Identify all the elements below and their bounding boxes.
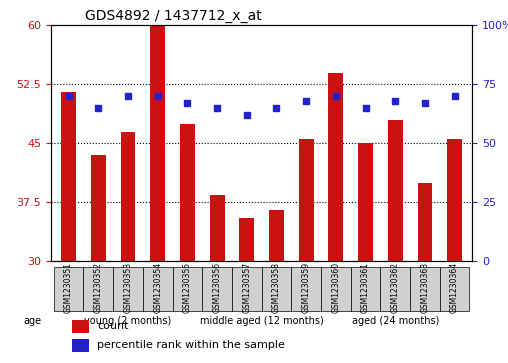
FancyBboxPatch shape: [202, 266, 232, 311]
FancyBboxPatch shape: [351, 266, 380, 311]
Bar: [269, 210, 284, 261]
Bar: [72, 339, 89, 351]
FancyBboxPatch shape: [202, 314, 321, 328]
Text: percentile rank within the sample: percentile rank within the sample: [97, 340, 285, 350]
Text: GSM1230359: GSM1230359: [302, 262, 311, 313]
FancyBboxPatch shape: [291, 266, 321, 311]
Bar: [210, 195, 225, 261]
Text: GSM1230353: GSM1230353: [123, 262, 133, 313]
FancyBboxPatch shape: [143, 266, 173, 311]
Text: GSM1230355: GSM1230355: [183, 262, 192, 313]
FancyBboxPatch shape: [410, 266, 440, 311]
Text: GSM1230356: GSM1230356: [212, 262, 221, 313]
Bar: [120, 131, 136, 261]
FancyBboxPatch shape: [113, 266, 143, 311]
Text: GDS4892 / 1437712_x_at: GDS4892 / 1437712_x_at: [84, 9, 261, 23]
Bar: [91, 155, 106, 261]
Bar: [150, 25, 165, 261]
Bar: [239, 218, 254, 261]
Text: GSM1230357: GSM1230357: [242, 262, 251, 313]
Bar: [180, 124, 195, 261]
Text: GSM1230364: GSM1230364: [450, 262, 459, 313]
FancyBboxPatch shape: [54, 314, 202, 328]
FancyBboxPatch shape: [83, 266, 113, 311]
Bar: [447, 139, 462, 261]
FancyBboxPatch shape: [173, 266, 202, 311]
Bar: [299, 139, 313, 261]
FancyBboxPatch shape: [380, 266, 410, 311]
FancyBboxPatch shape: [321, 266, 351, 311]
Text: age: age: [24, 316, 42, 326]
Text: GSM1230362: GSM1230362: [391, 262, 400, 313]
Bar: [329, 73, 343, 261]
Text: middle aged (12 months): middle aged (12 months): [200, 316, 324, 326]
Text: count: count: [97, 321, 129, 331]
FancyBboxPatch shape: [321, 314, 469, 328]
FancyBboxPatch shape: [262, 266, 291, 311]
Text: aged (24 months): aged (24 months): [352, 316, 439, 326]
FancyBboxPatch shape: [440, 266, 469, 311]
Text: GSM1230351: GSM1230351: [64, 262, 73, 313]
FancyBboxPatch shape: [232, 266, 262, 311]
Text: GSM1230360: GSM1230360: [331, 262, 340, 313]
Bar: [72, 320, 89, 333]
Text: GSM1230363: GSM1230363: [421, 262, 429, 313]
Text: young (2 months): young (2 months): [84, 316, 172, 326]
Bar: [418, 183, 432, 261]
Bar: [61, 92, 76, 261]
Text: GSM1230354: GSM1230354: [153, 262, 162, 313]
Bar: [388, 120, 403, 261]
Bar: [358, 143, 373, 261]
Text: GSM1230352: GSM1230352: [94, 262, 103, 313]
FancyBboxPatch shape: [54, 266, 83, 311]
Text: GSM1230361: GSM1230361: [361, 262, 370, 313]
Text: GSM1230358: GSM1230358: [272, 262, 281, 313]
